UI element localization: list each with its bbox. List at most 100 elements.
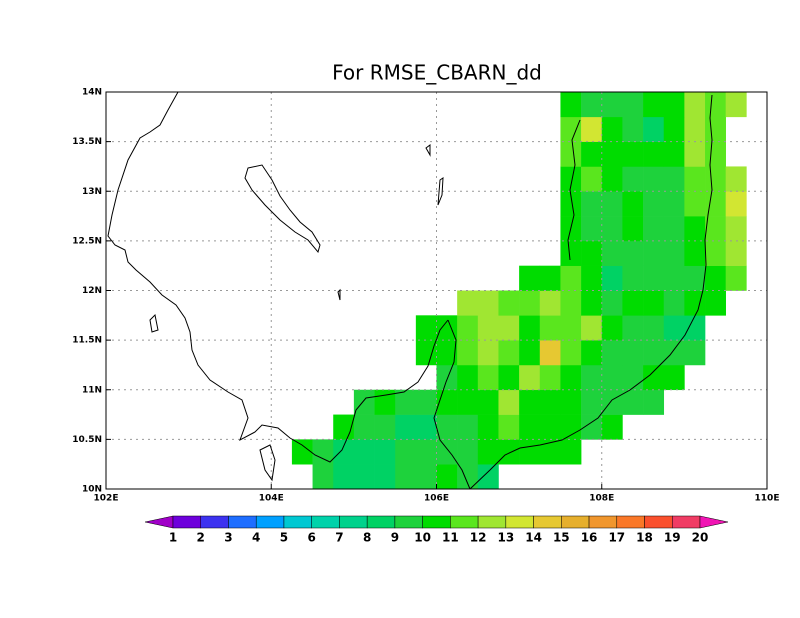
y-tick-label: 14N	[82, 88, 102, 98]
x-tick-label: 106E	[424, 494, 449, 504]
grid-cell	[498, 364, 520, 391]
grid-cell	[684, 240, 706, 266]
grid-cell	[560, 240, 582, 266]
grid-cell	[457, 414, 479, 440]
grid-cell	[560, 315, 582, 341]
grid-cell	[601, 414, 623, 440]
grid-cell	[560, 290, 582, 316]
grid-cell	[663, 265, 685, 291]
island	[259, 444, 276, 482]
colorbar-label: 4	[252, 531, 260, 545]
grid-cell	[705, 166, 726, 192]
grid-cell	[581, 116, 603, 142]
grid-cell	[725, 240, 747, 266]
grid-cell	[601, 191, 623, 217]
grid-cell	[705, 216, 726, 242]
grid-cell	[622, 92, 644, 118]
grid-cell	[457, 389, 479, 415]
y-tick-label: 13N	[82, 187, 102, 197]
grid-cell	[725, 216, 747, 242]
grid-cell	[725, 265, 747, 291]
grid-cell	[622, 240, 644, 266]
grid-cell	[498, 340, 520, 366]
grid-cell	[539, 414, 561, 440]
grid-cell	[539, 439, 561, 465]
colorbar-label: 13	[497, 531, 514, 545]
grid-cell	[581, 290, 603, 316]
grid-cell	[498, 439, 520, 465]
grid-cell	[684, 141, 706, 167]
grid-cell	[643, 265, 665, 291]
grid-cell	[643, 141, 665, 167]
grid-cell	[581, 364, 603, 391]
grid-cell	[291, 439, 313, 465]
grid-cell	[415, 389, 437, 415]
grid-cell	[457, 340, 479, 366]
grid-cell	[622, 166, 644, 192]
grid-cell	[684, 265, 706, 291]
grid-cell	[601, 240, 623, 266]
grid-cell	[601, 315, 623, 341]
grid-cell	[581, 414, 603, 440]
grid-cell	[560, 364, 582, 391]
colorbar-label: 15	[553, 531, 570, 545]
grid-cell	[353, 389, 375, 415]
grid-cell	[601, 166, 623, 192]
grid-cell	[539, 389, 561, 415]
grid-cell	[622, 191, 644, 217]
grid-cell	[374, 439, 396, 465]
colorbar-box	[644, 515, 673, 529]
grid-cell	[601, 265, 623, 291]
grid-cell	[643, 290, 665, 316]
grid-cell	[601, 92, 623, 118]
colorbar-label: 10	[414, 531, 431, 545]
grid-cell	[622, 364, 644, 391]
grid-cell	[663, 92, 685, 118]
grid-cell	[560, 141, 582, 167]
x-tick-label: 108E	[589, 494, 614, 504]
colorbar-box	[533, 515, 562, 529]
grid-cell	[581, 265, 603, 291]
coastline	[107, 91, 713, 490]
x-tick-label: 104E	[259, 494, 284, 504]
colorbar-label: 6	[308, 531, 316, 545]
grid-cell	[684, 116, 706, 142]
y-tick-label: 13.5N	[72, 137, 102, 147]
grid-cell	[560, 265, 582, 291]
colorbar-box	[366, 515, 396, 529]
grid-cell	[601, 116, 623, 142]
grid-cell	[436, 315, 458, 341]
colorbar-box	[672, 515, 701, 529]
grid-cell	[539, 265, 561, 291]
island	[149, 313, 159, 333]
grid-cell	[581, 315, 603, 341]
grid-cell	[725, 191, 747, 217]
grid-cell	[519, 439, 541, 465]
grid-cell	[312, 464, 334, 490]
grid-cell	[477, 340, 499, 366]
grid-cell	[415, 340, 437, 366]
grid-cell	[539, 364, 561, 391]
grid-cell	[477, 414, 499, 440]
colorbar-label: 19	[664, 531, 681, 545]
grid-cell	[353, 464, 375, 490]
grid-cell	[477, 364, 499, 391]
grid-cell	[622, 141, 644, 167]
colorbar-box	[339, 515, 368, 529]
grid-cell	[436, 340, 458, 366]
grid-cell	[477, 389, 499, 415]
grid-cell	[622, 340, 644, 366]
grid-cell	[643, 116, 665, 142]
y-tick-label: 11.5N	[72, 336, 102, 346]
grid-cell	[622, 116, 644, 142]
y-tick-label: 11N	[82, 385, 102, 395]
colorbar-box	[172, 515, 201, 529]
grid-cell	[643, 315, 665, 341]
grid-cell	[415, 315, 437, 341]
grid-cell	[519, 340, 541, 366]
grid-cell	[684, 92, 706, 118]
colorbar-box	[255, 515, 285, 529]
grid-cell	[477, 315, 499, 341]
grid-cell	[498, 290, 520, 316]
